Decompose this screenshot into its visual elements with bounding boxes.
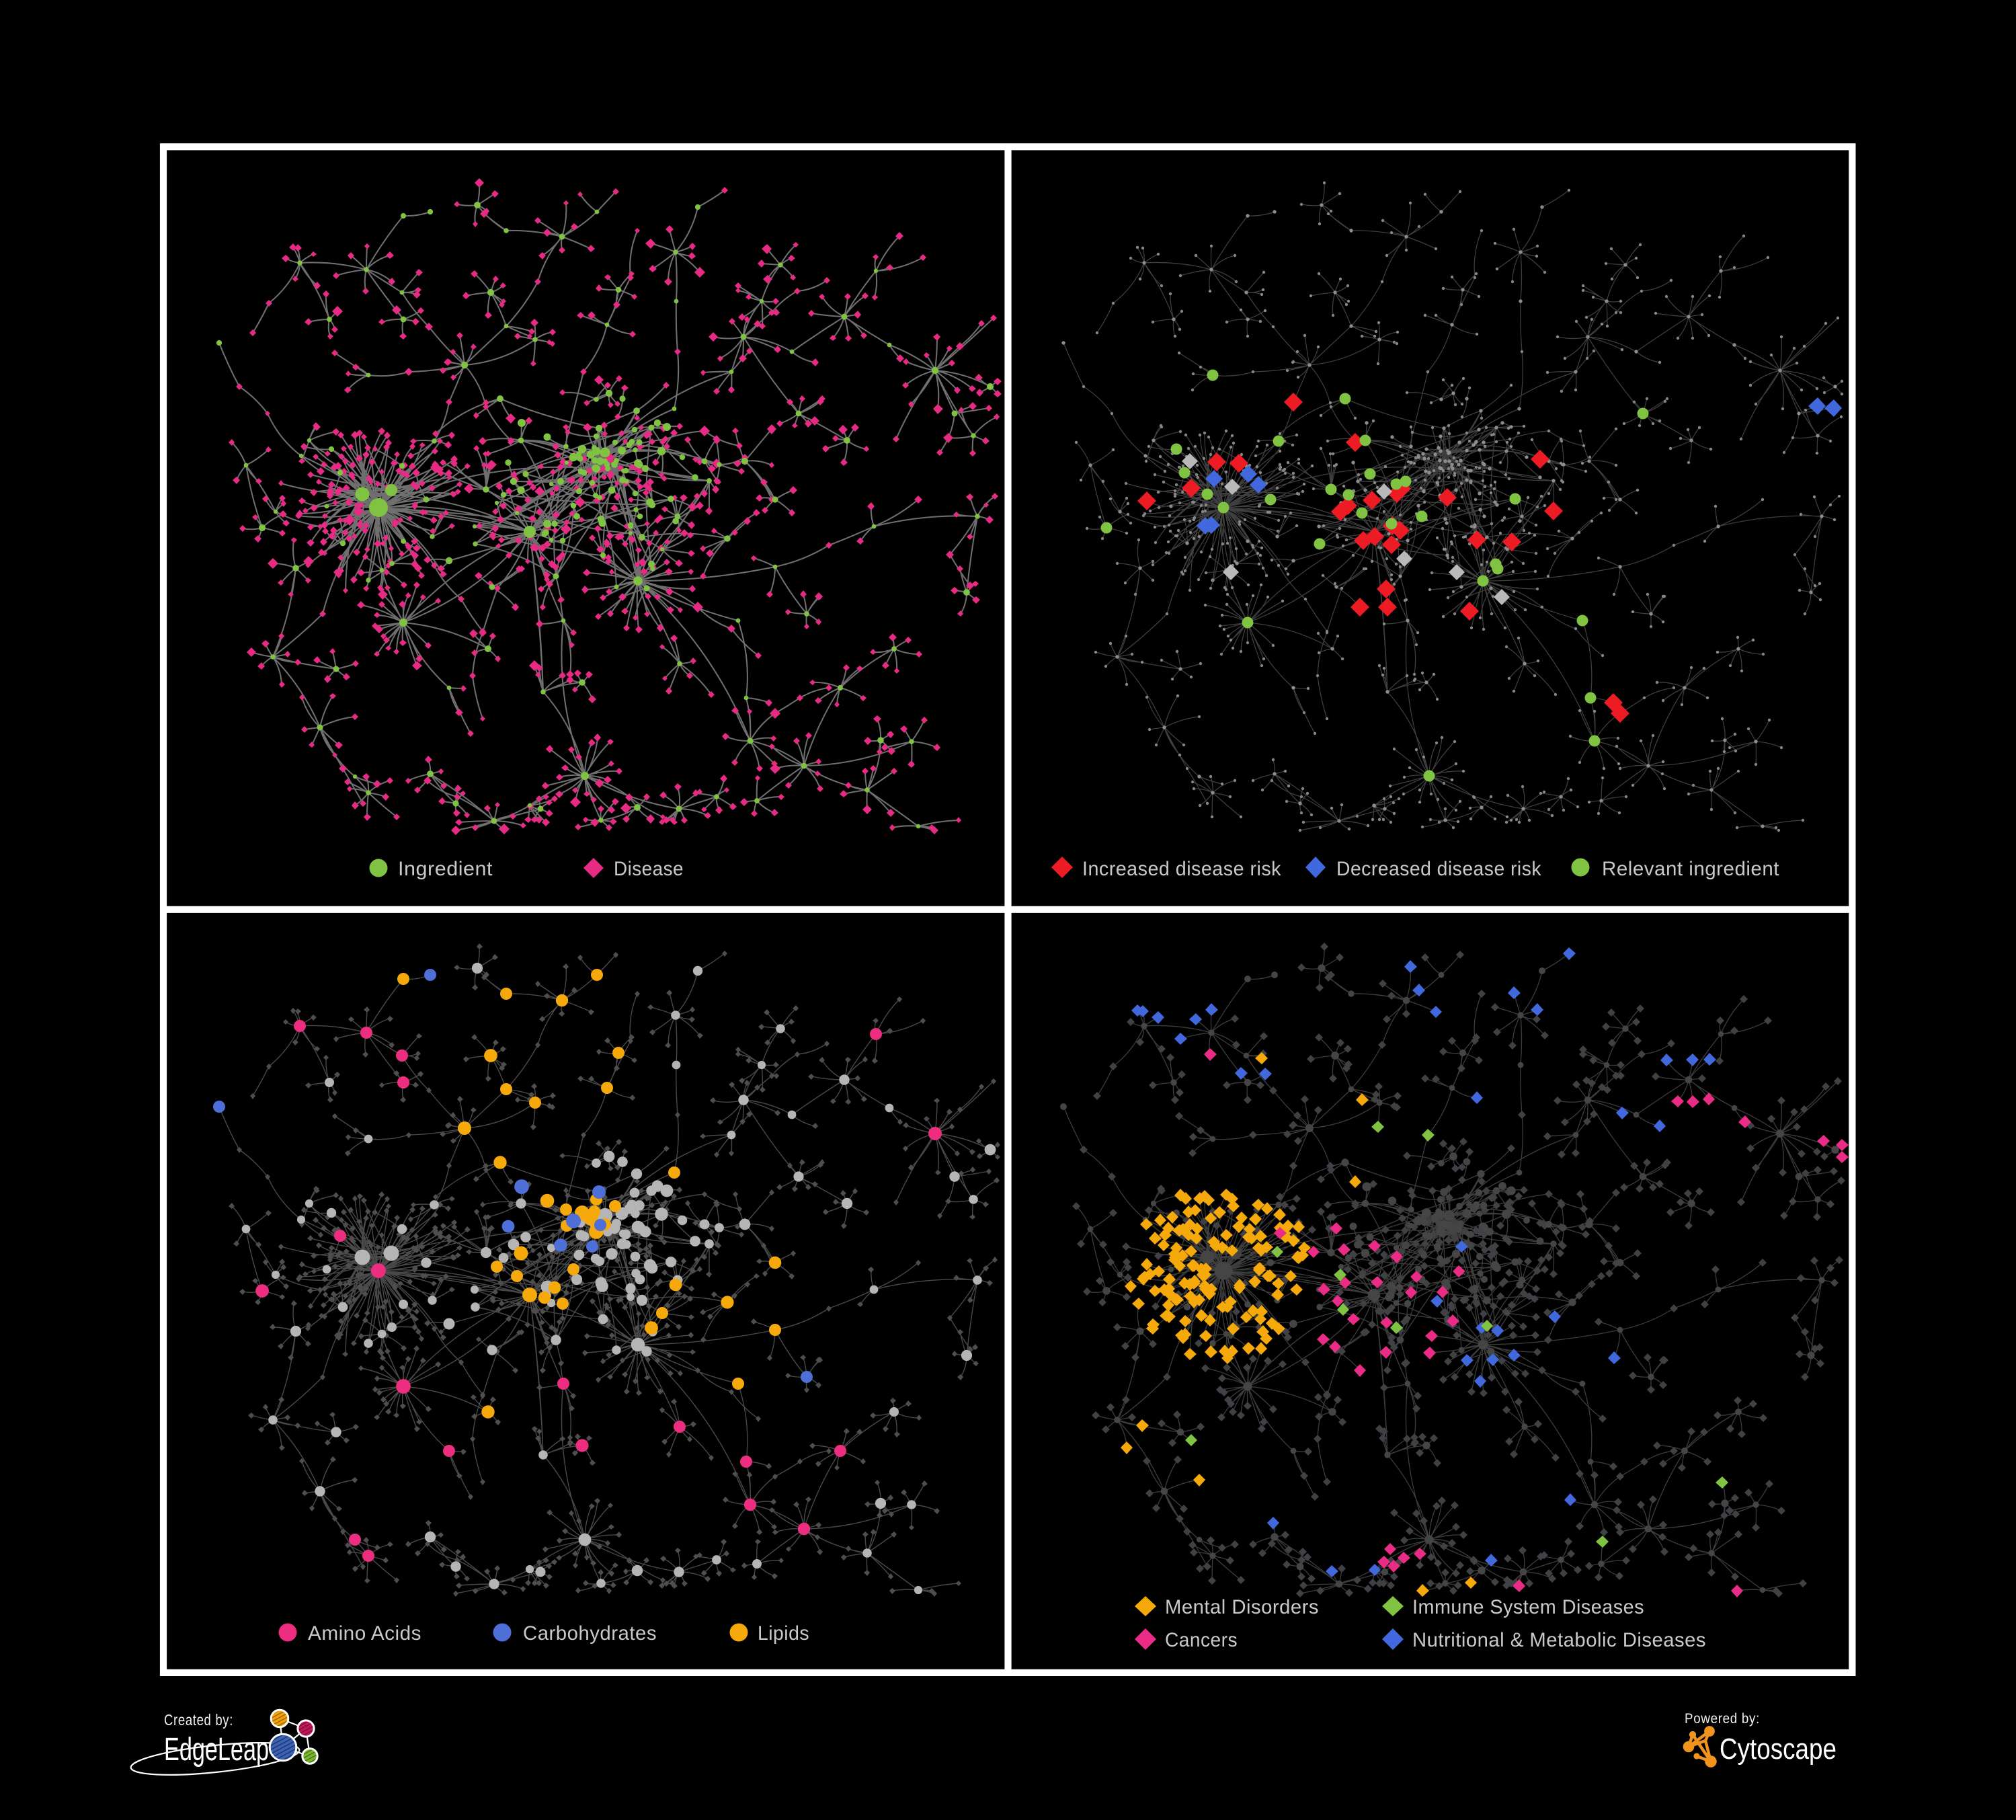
- svg-text:Nutritional & Metabolic Diseas: Nutritional & Metabolic Diseases: [1412, 1629, 1706, 1651]
- svg-text:Cytoscape: Cytoscape: [1720, 1733, 1837, 1766]
- svg-text:Ingredient: Ingredient: [398, 858, 493, 880]
- svg-text:Carbohydrates: Carbohydrates: [523, 1622, 657, 1645]
- svg-text:Mental Disorders: Mental Disorders: [1165, 1596, 1319, 1618]
- svg-text:Amino Acids: Amino Acids: [308, 1622, 421, 1645]
- svg-text:Lipids: Lipids: [758, 1622, 809, 1645]
- svg-text:Powered by:: Powered by:: [1685, 1711, 1760, 1727]
- svg-text:Relevant ingredient: Relevant ingredient: [1602, 858, 1779, 880]
- svg-text:Decreased disease risk: Decreased disease risk: [1336, 858, 1541, 880]
- svg-text:Created by:: Created by:: [164, 1711, 233, 1729]
- svg-text:Cancers: Cancers: [1165, 1629, 1238, 1651]
- svg-text:Disease: Disease: [614, 858, 684, 880]
- svg-text:Increased disease risk: Increased disease risk: [1082, 858, 1281, 880]
- svg-text:Immune System Diseases: Immune System Diseases: [1412, 1596, 1644, 1618]
